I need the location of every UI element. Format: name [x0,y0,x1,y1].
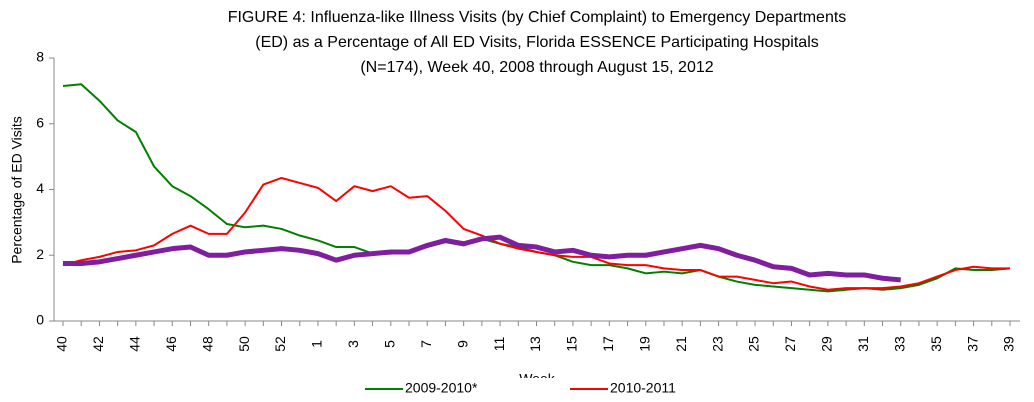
x-tick-label: 11 [491,337,507,352]
x-tick-label: 35 [928,336,944,352]
legend-label: 2010-2011 [610,380,676,396]
x-tick-label: 42 [90,336,106,352]
y-axis-label: Percentage of ED Visits [9,116,25,264]
legend-background [300,378,740,400]
x-tick-label: 7 [418,340,434,348]
x-tick-label: 1 [309,340,325,348]
x-tick-label: 46 [163,336,179,352]
chart-title: (ED) as a Percentage of All ED Visits, F… [255,34,819,51]
x-tick-label: 31 [855,336,871,352]
y-tick-label: 2 [36,246,44,262]
legend-label: 2009-2010* [405,380,478,396]
chart-title: (N=174), Week 40, 2008 through August 15… [360,59,713,76]
y-tick-label: 6 [36,114,44,130]
x-tick-label: 44 [127,336,143,352]
series-line [62,176,1010,291]
x-tick-label: 50 [236,336,252,352]
x-tick-label: 17 [600,336,616,352]
chart-title: FIGURE 4: Influenza-like Illness Visits … [228,9,847,26]
x-tick-label: 39 [1001,336,1017,352]
x-tick-label: 5 [382,340,398,348]
x-tick-label: 29 [819,336,835,352]
x-tick-label: 48 [199,336,215,352]
series-line [62,83,1011,293]
x-tick-label: 19 [636,336,652,352]
x-tick-label: 27 [782,336,798,352]
x-tick-label: 9 [454,340,470,348]
y-tick-label: 8 [36,49,44,65]
x-tick-label: 3 [345,340,361,348]
x-tick-label: 15 [564,336,580,352]
x-tick-label: 25 [746,336,762,352]
y-tick-label: 0 [36,312,44,328]
x-tick-label: 37 [964,336,980,352]
x-tick-label: 21 [673,336,689,352]
x-tick-label: 33 [891,336,907,352]
x-tick-label: 13 [527,336,543,352]
x-tick-label: 23 [709,336,725,352]
x-tick-label: 40 [54,336,70,352]
series-line [63,234,901,283]
y-tick-label: 4 [36,180,44,196]
x-tick-label: 52 [272,336,288,352]
